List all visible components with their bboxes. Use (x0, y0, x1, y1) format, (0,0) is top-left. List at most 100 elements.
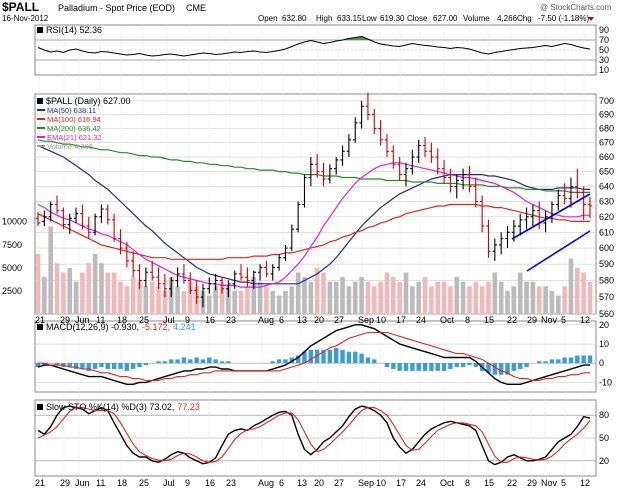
volume-bar (410, 286, 415, 314)
volume-bar (283, 290, 288, 314)
volume-bar (555, 295, 561, 314)
rsi-label-text: RSI(14) 52.36 (46, 25, 102, 35)
macd-legend-swatch (37, 324, 43, 330)
macd-histogram-bar (467, 363, 472, 366)
price-tick-label: 650 (599, 167, 614, 177)
x-axis-label-upper: Jul (163, 315, 175, 325)
ohlc-bar (441, 159, 447, 184)
macd-signal-line (38, 331, 590, 382)
ohlc-bar (238, 264, 244, 281)
volume-bar (340, 277, 345, 314)
macd-histogram-bar (537, 361, 542, 364)
sto-tick-label: 50 (599, 433, 609, 443)
rsi-legend-swatch (37, 27, 43, 33)
macd-label-text: MACD(12,26,9) -0.930, -5.172, 4.241 (46, 322, 196, 332)
ohlc-bar (200, 283, 206, 308)
ohlc-bar (181, 264, 187, 284)
volume-bar (352, 281, 358, 314)
instrument-name: Palladium - Spot Price (EOD) (58, 3, 175, 13)
ohlc-bar (67, 213, 72, 234)
macd-histogram-bar (346, 351, 352, 364)
ohlc-bar (518, 213, 523, 236)
macd-tick-label: 10 (599, 339, 609, 349)
macd-histogram-bar (207, 357, 212, 364)
macd-histogram-bar (549, 359, 555, 364)
macd-histogram-bar (397, 363, 402, 371)
macd-histogram-bar (473, 363, 478, 368)
ohlc-bar (321, 162, 326, 187)
sto-k-line (37, 405, 591, 466)
legend-entry: Volume 4,266 (47, 142, 93, 151)
volume-bar (42, 277, 47, 314)
moving-averages (37, 139, 590, 288)
volume-bar (403, 272, 409, 314)
volume-bar (149, 281, 155, 314)
legend-entry: MA(100) 616.94 (47, 115, 101, 124)
ohlc-bar (86, 216, 91, 239)
ohlc-bar (498, 232, 504, 255)
low-label: Low (362, 14, 377, 23)
ohlc-bar (365, 92, 371, 121)
price-tick-label: 560 (599, 309, 614, 319)
x-axis-label-upper: Oct (440, 315, 455, 325)
volume-bar (492, 272, 498, 314)
volume-bar (137, 281, 142, 314)
price-tick-label: 630 (599, 196, 614, 206)
x-axis-label-lower: 11 (96, 478, 105, 488)
price-tick-label: 690 (599, 110, 614, 120)
sto-label-d: 77.23 (177, 402, 200, 412)
volume-bar (498, 281, 504, 314)
macd-histogram-bar (283, 359, 288, 364)
x-axis-label-lower: 23 (226, 478, 236, 488)
ohlc-bar (397, 157, 402, 181)
ohlc-bar (194, 280, 199, 304)
x-axis-label-upper: 17 (396, 315, 406, 325)
macd-histogram-bar (226, 361, 231, 364)
ohlc-bar (587, 196, 593, 219)
volume-tick-label: 10000 (2, 217, 27, 227)
volume-bar (245, 286, 250, 314)
x-axis-label-upper: 25 (139, 315, 149, 325)
price-tick-label: 590 (599, 259, 614, 269)
channel-upper-line (511, 193, 591, 240)
x-axis-label-upper: 21 (35, 315, 45, 325)
x-axis-label-upper: 15 (484, 315, 494, 325)
watermark: @ StockCharts.com (540, 3, 612, 12)
ohlc-bar (54, 195, 60, 214)
x-axis-label-lower: 18 (117, 478, 127, 488)
x-axis-label-lower: Jul (163, 478, 175, 488)
volume-value: 4,266 (497, 14, 518, 23)
macd-histogram-bar (448, 363, 453, 369)
ohlc-bar (130, 251, 136, 278)
x-axis-label-lower: 9 (185, 478, 190, 488)
x-axis-label-lower: 8 (465, 478, 470, 488)
volume-label: Volume (463, 14, 490, 23)
macd-histogram-bar (276, 359, 282, 364)
low-value: 619.30 (380, 14, 405, 23)
macd-histogram-bar (35, 363, 41, 368)
volume-bar (391, 277, 396, 314)
open-label: Open (258, 14, 278, 23)
sto-d-line (37, 407, 591, 463)
x-axis-label-lower: Jun (75, 478, 90, 488)
macd-histogram-bar (429, 363, 434, 371)
ohlc-bar (454, 174, 459, 199)
down-arrow-icon (588, 17, 594, 21)
x-axis-label-upper: Nov (541, 315, 558, 325)
ohlc-bar (327, 164, 333, 184)
volume-bar (251, 277, 257, 314)
macd-histogram-bar (194, 357, 199, 364)
sto-tick-label: 20 (599, 456, 609, 466)
ohlc-bar (48, 201, 53, 222)
volume-tick-label: 7500 (2, 240, 22, 250)
ma-line (37, 139, 590, 193)
volume-bar (124, 286, 130, 314)
x-axis-label-upper: 29 (60, 315, 70, 325)
ohlc-bar (492, 238, 498, 261)
macd-histogram-bar (200, 359, 206, 364)
ohlc-bar (372, 109, 377, 135)
price-tick-label: 700 (599, 96, 614, 106)
macd-histogram-bar (54, 363, 60, 366)
rsi-tick-label: 90 (599, 25, 609, 35)
